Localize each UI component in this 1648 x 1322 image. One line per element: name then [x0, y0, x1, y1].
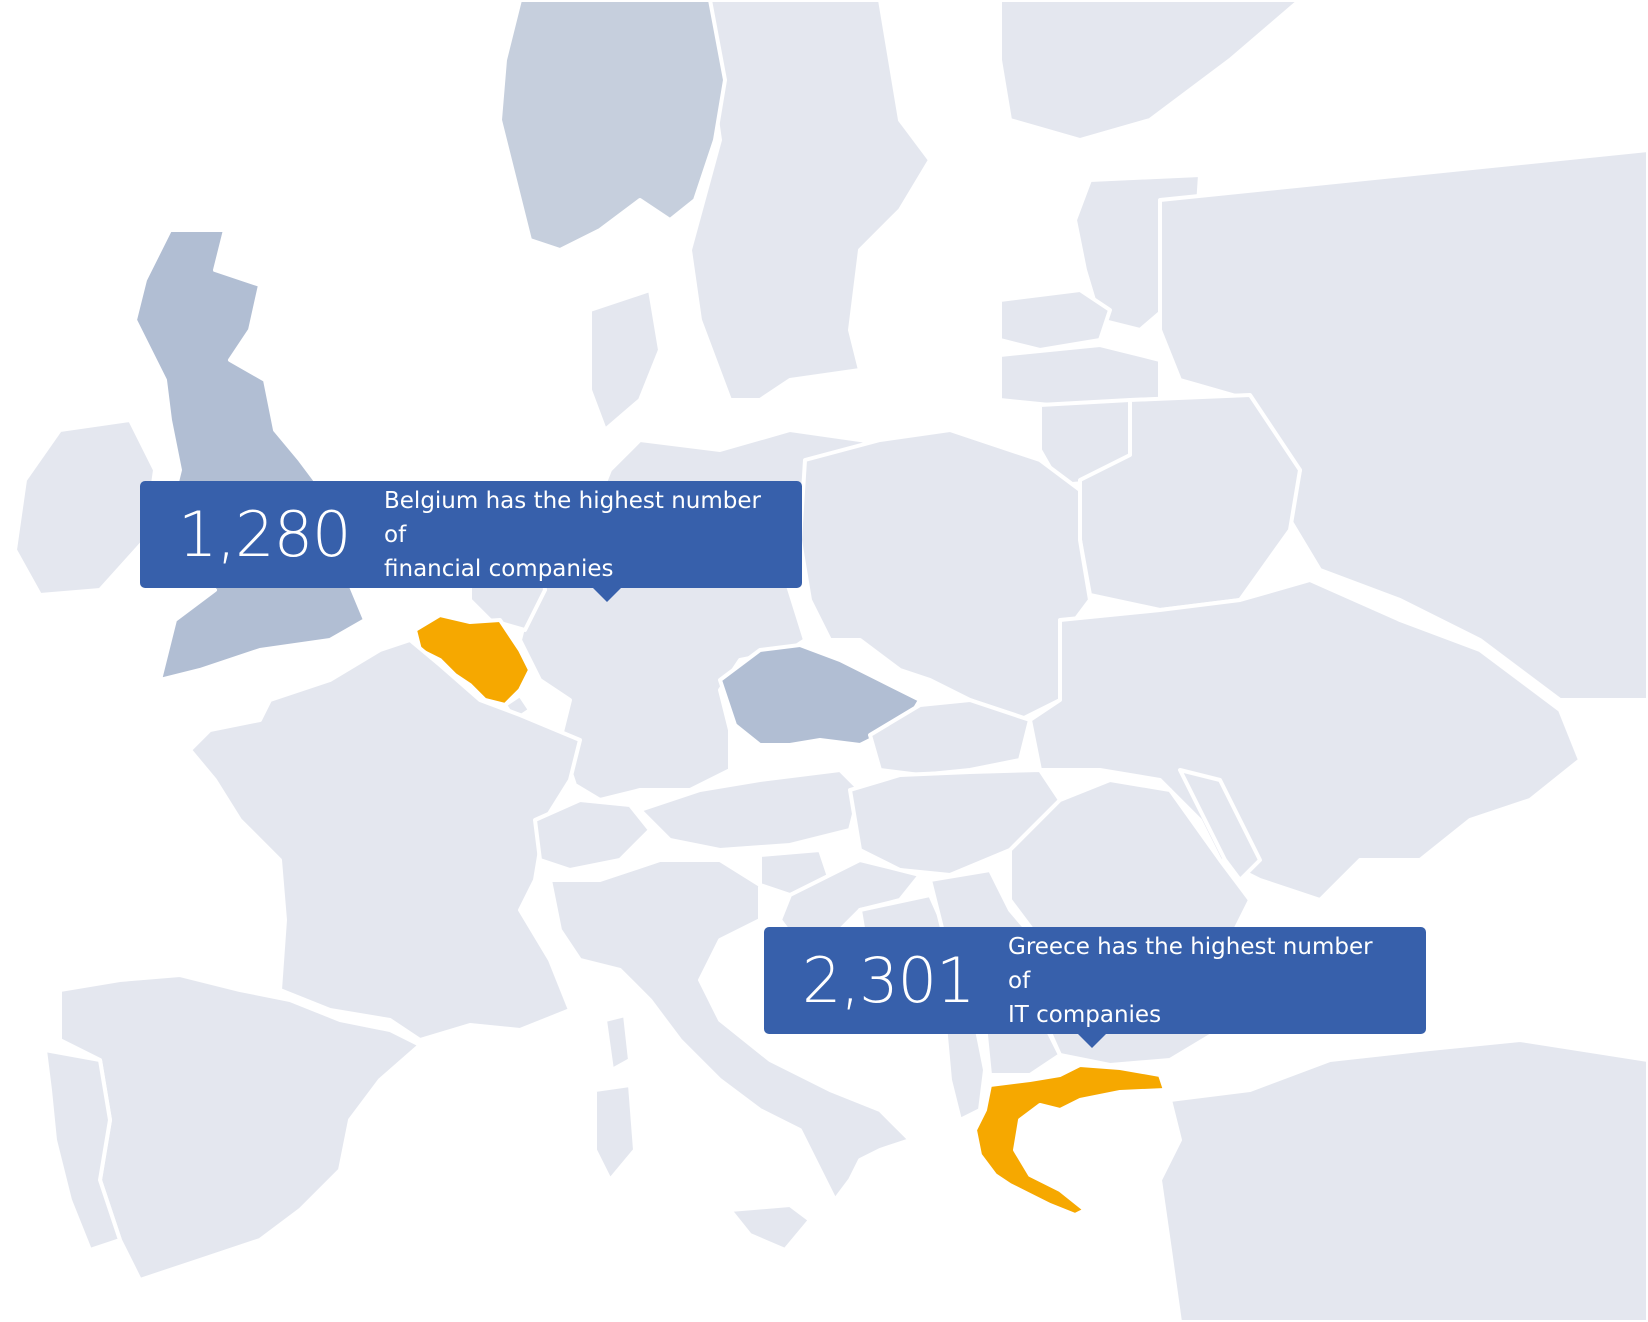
country-france[interactable] — [188, 638, 582, 1042]
country-ukraine[interactable] — [1028, 578, 1582, 902]
island-corsica[interactable] — [603, 1013, 632, 1072]
country-united-kingdom[interactable] — [133, 228, 367, 682]
country-sweden[interactable] — [688, 0, 932, 402]
callout-belgium-text-line1: Belgium has the highest number of — [384, 487, 761, 548]
country-denmark[interactable] — [588, 288, 662, 432]
callout-greece-text: Greece has the highest number of IT comp… — [1008, 930, 1398, 1032]
country-moldova[interactable] — [1178, 768, 1262, 882]
country-switzerland[interactable] — [533, 798, 652, 872]
country-greece[interactable] — [973, 1063, 1167, 1217]
callout-belgium: 1,280 Belgium has the highest number of … — [140, 481, 802, 602]
callout-belgium-value: 1,280 — [178, 497, 352, 571]
callout-belgium-text: Belgium has the highest number of financ… — [384, 484, 774, 586]
country-italy[interactable] — [548, 858, 912, 1202]
callout-greece-value: 2,301 — [802, 943, 976, 1017]
country-albania[interactable] — [943, 1018, 987, 1122]
country-turkey[interactable] — [1158, 1038, 1648, 1322]
country-belgium[interactable] — [413, 613, 532, 707]
country-portugal[interactable] — [43, 1048, 122, 1252]
country-slovakia[interactable] — [868, 698, 1032, 777]
callout-greece-text-line1: Greece has the highest number of — [1008, 933, 1373, 994]
country-ireland[interactable] — [13, 418, 157, 597]
callout-greece: 2,301 Greece has the highest number of I… — [764, 927, 1426, 1048]
callout-belgium-text-line2: financial companies — [384, 555, 614, 582]
country-russia-east[interactable] — [1158, 148, 1648, 702]
country-norway[interactable] — [498, 0, 727, 252]
island-sicily[interactable] — [728, 1203, 812, 1252]
country-estonia[interactable] — [998, 288, 1112, 352]
callout-greece-text-line2: IT companies — [1008, 1001, 1162, 1028]
country-russia-north[interactable] — [998, 0, 1302, 142]
island-sardinia[interactable] — [593, 1083, 637, 1182]
country-poland[interactable] — [798, 428, 1092, 722]
